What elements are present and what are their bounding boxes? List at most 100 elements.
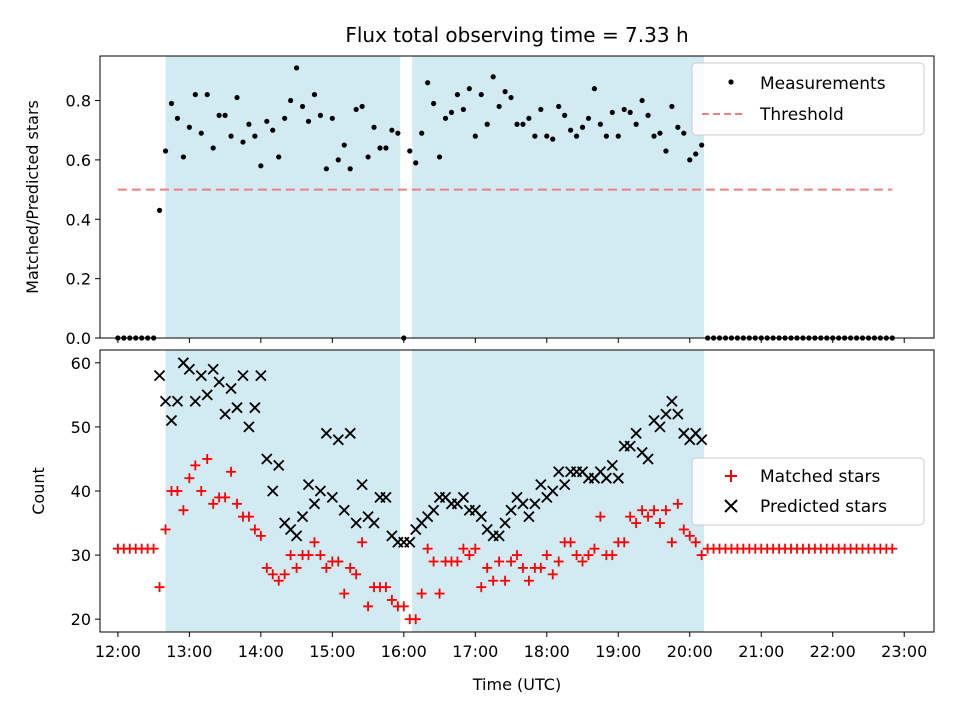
matched-stars-point: [154, 582, 165, 593]
measurements-point: [299, 103, 306, 110]
predicted-stars-point: [225, 382, 237, 395]
top-shaded-interval: [412, 56, 705, 338]
measurements-point: [341, 142, 347, 148]
matched-stars-point: [583, 550, 594, 561]
predicted-stars-point: [672, 408, 684, 420]
measurements-point: [276, 154, 282, 160]
measurements-point: [210, 145, 216, 151]
bottom-x-tick-label: 17:00: [452, 642, 498, 661]
matched-stars-point: [434, 588, 445, 599]
measurements-point: [246, 121, 252, 127]
matched-stars-point: [672, 498, 683, 509]
matched-stars-point: [243, 511, 254, 522]
predicted-stars-point: [153, 369, 166, 382]
measurements-point: [663, 148, 669, 154]
matched-stars-point: [267, 569, 278, 580]
matched-stars-point: [595, 511, 606, 522]
matched-legend-marker: [725, 470, 737, 482]
top-y-tick-label: 0.2: [66, 270, 91, 289]
predicted-stars-point: [290, 530, 303, 542]
matched-stars-point: [512, 550, 522, 561]
measurements-point: [448, 109, 455, 115]
measurements-point: [675, 124, 681, 130]
predicted-stars-point: [326, 491, 338, 504]
matched-stars-point: [476, 582, 487, 593]
bottom-y-tick-label: 50: [71, 418, 91, 437]
predicted-stars-point: [523, 510, 535, 523]
matched-stars-point: [887, 543, 898, 554]
measurements-point: [228, 133, 234, 139]
measurements-point: [579, 124, 586, 130]
predicted-stars-point: [302, 478, 315, 491]
matched-stars-point: [202, 453, 213, 464]
predicted-stars-point: [195, 369, 207, 382]
measurements-point: [681, 130, 687, 136]
measurements-point: [240, 139, 246, 145]
measurements-point: [389, 127, 395, 133]
predicted-stars-point: [267, 485, 279, 497]
measurements-point: [484, 121, 490, 127]
predicted-stars-point: [261, 453, 273, 465]
bottom-series-layer: [112, 357, 898, 625]
predicted-stars-point: [696, 434, 708, 446]
matched-stars-point: [416, 588, 427, 599]
top-legend-box: [691, 62, 925, 136]
measurements-point: [603, 133, 609, 139]
measurements-point: [222, 112, 228, 118]
matched-stars-point: [565, 537, 576, 548]
matched-stars-point: [291, 562, 302, 573]
predicted-stars-point: [237, 369, 249, 382]
measurements-point: [651, 133, 657, 139]
matched-stars-point: [547, 569, 558, 580]
measurements-point: [335, 157, 341, 163]
matched-stars-point: [607, 550, 618, 561]
matched-stars-point: [517, 562, 528, 573]
matched-stars-point: [172, 486, 183, 496]
measurements-point: [627, 109, 633, 115]
predicted-stars-point: [666, 395, 678, 407]
bottom-x-axis-ticks: 12:00 13:00 14:00 15:00 16:00 17:00 18:00 19:00…: [95, 632, 927, 661]
predicted-stars-point: [296, 510, 309, 523]
matched-stars-point: [315, 550, 326, 561]
predicted-stars-point: [654, 421, 666, 433]
predicted-stars-point: [231, 402, 243, 414]
measurements-point: [353, 106, 359, 113]
matched-stars-point: [357, 537, 368, 548]
measurements-point: [419, 130, 425, 136]
matched-stars-point: [637, 505, 648, 516]
measurements-point: [377, 145, 383, 151]
matched-stars-point: [190, 460, 201, 471]
measurements-point: [550, 136, 556, 142]
predicted-stars-point: [213, 376, 225, 388]
measurements-point: [186, 124, 192, 130]
predicted-stars-point: [553, 466, 565, 478]
top-y-tick-label: 0.6: [66, 151, 91, 170]
matched-stars-point: [500, 575, 511, 586]
predicted-stars-point: [427, 504, 440, 516]
predicted-stars-point: [249, 402, 261, 414]
measurements-point: [514, 121, 520, 127]
matched-stars-point: [625, 511, 636, 522]
predicted-stars-point: [547, 485, 559, 497]
measurements-point: [270, 127, 276, 133]
predicted-stars-point: [255, 369, 267, 382]
predicted-stars-point: [207, 363, 219, 375]
matched-stars-point: [506, 556, 517, 567]
predicted-stars-point: [642, 453, 654, 465]
measurements-point: [526, 115, 532, 121]
bottom-y-axis-ticks: 20 30 40 50 60: [71, 354, 100, 629]
matched-stars-point: [649, 505, 660, 516]
matched-stars-point: [458, 543, 469, 554]
predicted-stars-point: [624, 440, 636, 452]
measurements-point: [436, 154, 443, 160]
matched-stars-point: [398, 601, 409, 612]
predicted-stars-point: [243, 421, 255, 433]
matched-stars-point: [380, 582, 391, 593]
measurements-point: [460, 106, 466, 113]
predicted-stars-point: [380, 491, 392, 504]
matched-stars-point: [196, 486, 207, 496]
matched-stars-point: [148, 543, 159, 554]
predicted-stars-point: [165, 414, 178, 427]
measurements-point: [162, 148, 169, 154]
